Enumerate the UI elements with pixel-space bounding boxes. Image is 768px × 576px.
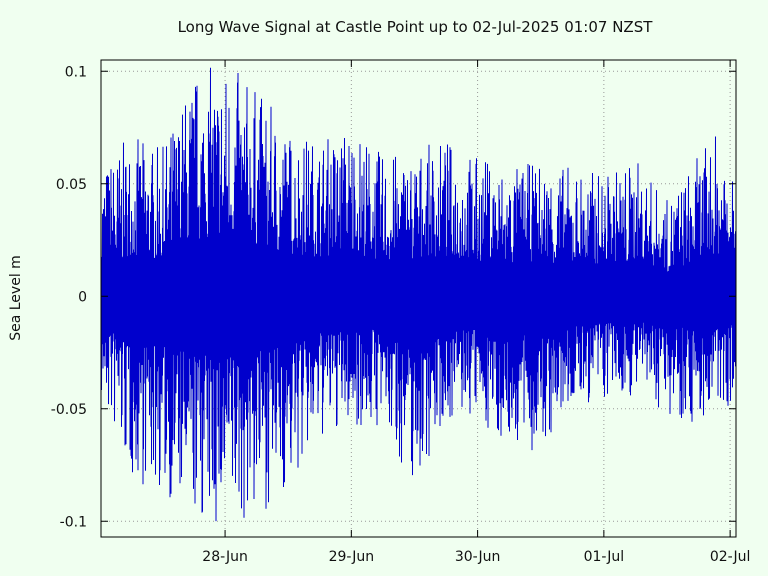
- y-tick-label: 0: [78, 289, 87, 305]
- signal-line: [101, 67, 737, 522]
- x-tick-label: 02-Jul: [710, 549, 751, 565]
- y-tick-label: -0.05: [51, 402, 87, 418]
- x-tick-label: 30-Jun: [455, 549, 501, 565]
- x-tick-label: 29-Jun: [329, 549, 375, 565]
- y-tick-label: -0.1: [60, 514, 87, 530]
- axis-ticks: 0.1 0.05 0 -0.05 -0.1 28-Jun 29-Jun 30-Jun 01-Ju…: [51, 60, 751, 565]
- y-axis-label: Sea Level m: [8, 255, 24, 341]
- x-tick-label: 01-Jul: [584, 549, 625, 565]
- chart-title: Long Wave Signal at Castle Point up to 0…: [178, 18, 654, 36]
- x-tick-label: 28-Jun: [202, 549, 248, 565]
- y-tick-label: 0.05: [56, 177, 87, 193]
- signal-series: [101, 67, 737, 522]
- plot-frame: [100, 59, 737, 538]
- y-tick-label: 0.1: [65, 64, 87, 80]
